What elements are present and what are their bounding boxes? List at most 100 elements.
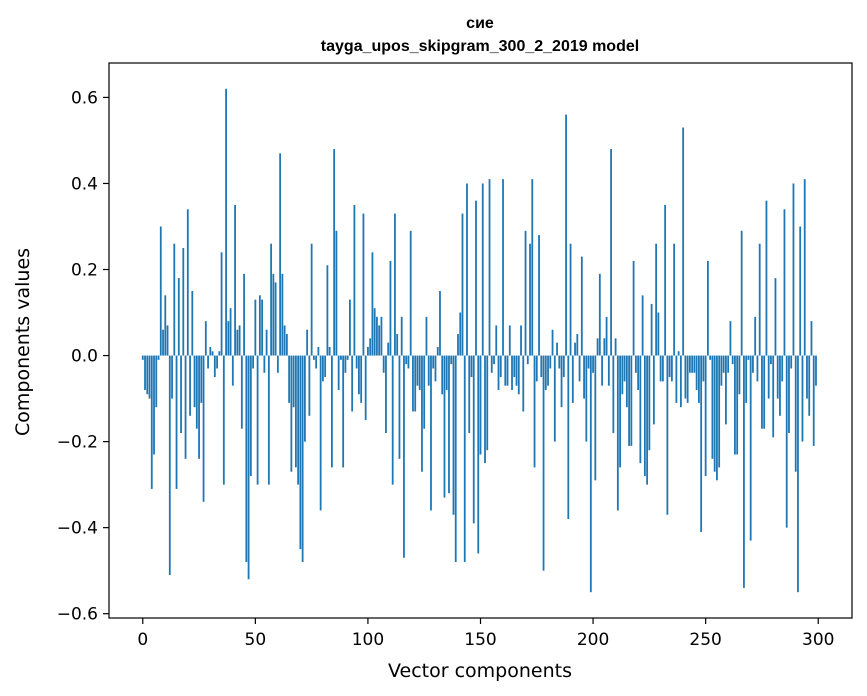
bar-270 [749, 355, 752, 541]
bar-74 [308, 355, 311, 416]
bar-261 [729, 321, 732, 356]
bar-97 [360, 355, 363, 403]
bar-280 [772, 355, 775, 438]
bar-58 [272, 273, 275, 356]
bar-29 [207, 355, 209, 369]
bar-72 [303, 355, 306, 442]
bar-70 [299, 355, 302, 550]
bar-224 [646, 355, 649, 485]
bar-27 [202, 355, 205, 502]
bar-112 [394, 213, 396, 356]
bar-154 [488, 179, 491, 356]
bar-52 [258, 295, 261, 356]
bar-41 [234, 204, 236, 356]
bar-159 [499, 355, 502, 378]
bar-199 [589, 355, 592, 593]
bar-181 [549, 355, 552, 369]
bars-group [141, 88, 817, 593]
bar-266 [740, 230, 743, 356]
bar-162 [506, 355, 509, 386]
x-tick-label: 200 [577, 630, 609, 650]
bar-28 [204, 321, 207, 356]
bar-9 [162, 329, 164, 356]
bar-1 [144, 355, 146, 390]
bar-190 [569, 243, 572, 356]
bar-16 [177, 278, 180, 356]
bar-127 [427, 355, 430, 386]
bar-42 [236, 329, 239, 356]
y-axis-label: Components values [12, 248, 34, 436]
bar-22 [191, 291, 194, 356]
x-axis-ticks: 0 50 100 150 200 250 300 [137, 618, 834, 650]
bar-183 [553, 355, 556, 442]
bar-200 [592, 355, 594, 373]
bar-125 [423, 355, 426, 429]
bar-206 [605, 316, 608, 356]
bar-299 [815, 355, 817, 386]
bar-273 [756, 355, 759, 382]
bar-285 [783, 209, 786, 356]
bar-258 [722, 355, 725, 373]
bar-87 [337, 355, 340, 390]
bar-168 [520, 325, 522, 356]
bar-103 [373, 308, 376, 356]
bar-4 [150, 355, 153, 489]
bar-5 [153, 355, 155, 455]
bar-271 [752, 355, 754, 373]
y-tick-label: 0.2 [71, 261, 98, 281]
bar-185 [558, 355, 561, 369]
bar-93 [351, 355, 354, 412]
bar-228 [655, 243, 658, 356]
bar-235 [670, 355, 673, 382]
bar-247 [698, 355, 700, 403]
bar-290 [794, 355, 797, 472]
bar-189 [567, 355, 570, 520]
bar-30 [209, 346, 212, 356]
bar-248 [700, 355, 703, 532]
bar-186 [560, 355, 563, 408]
bar-139 [454, 355, 457, 563]
x-tick-label: 250 [689, 630, 721, 650]
bar-205 [603, 338, 606, 356]
bar-54 [263, 355, 266, 373]
bar-194 [578, 355, 581, 382]
bar-215 [625, 355, 628, 408]
bar-295 [806, 355, 808, 399]
bar-98 [362, 213, 365, 356]
bar-137 [450, 355, 453, 365]
bar-297 [810, 321, 813, 356]
bar-219 [634, 355, 637, 373]
bar-75 [310, 243, 313, 356]
bar-167 [517, 355, 520, 395]
bar-20 [186, 209, 189, 356]
bar-48 [249, 355, 252, 477]
bar-161 [504, 355, 507, 386]
bar-207 [607, 355, 610, 386]
bar-34 [218, 351, 221, 356]
bar-117 [405, 355, 408, 365]
bar-57 [270, 243, 273, 356]
bar-115 [400, 316, 403, 356]
bar-275 [761, 355, 763, 429]
bar-158 [497, 355, 500, 390]
bar-138 [452, 355, 455, 515]
bar-131 [436, 346, 439, 356]
bar-274 [758, 243, 761, 356]
bar-263 [734, 355, 736, 455]
bar-272 [754, 316, 757, 356]
bar-109 [387, 342, 390, 356]
bar-111 [391, 355, 394, 485]
bar-257 [720, 355, 723, 386]
bar-180 [547, 355, 549, 386]
bar-287 [788, 355, 790, 433]
bar-78 [317, 346, 320, 356]
bar-63 [283, 325, 286, 356]
x-tick-label: 100 [352, 630, 384, 650]
bar-254 [713, 355, 716, 472]
bar-124 [421, 355, 423, 472]
bar-56 [267, 355, 270, 485]
bar-12 [168, 355, 171, 575]
bar-216 [628, 355, 630, 446]
bar-82 [326, 265, 329, 356]
